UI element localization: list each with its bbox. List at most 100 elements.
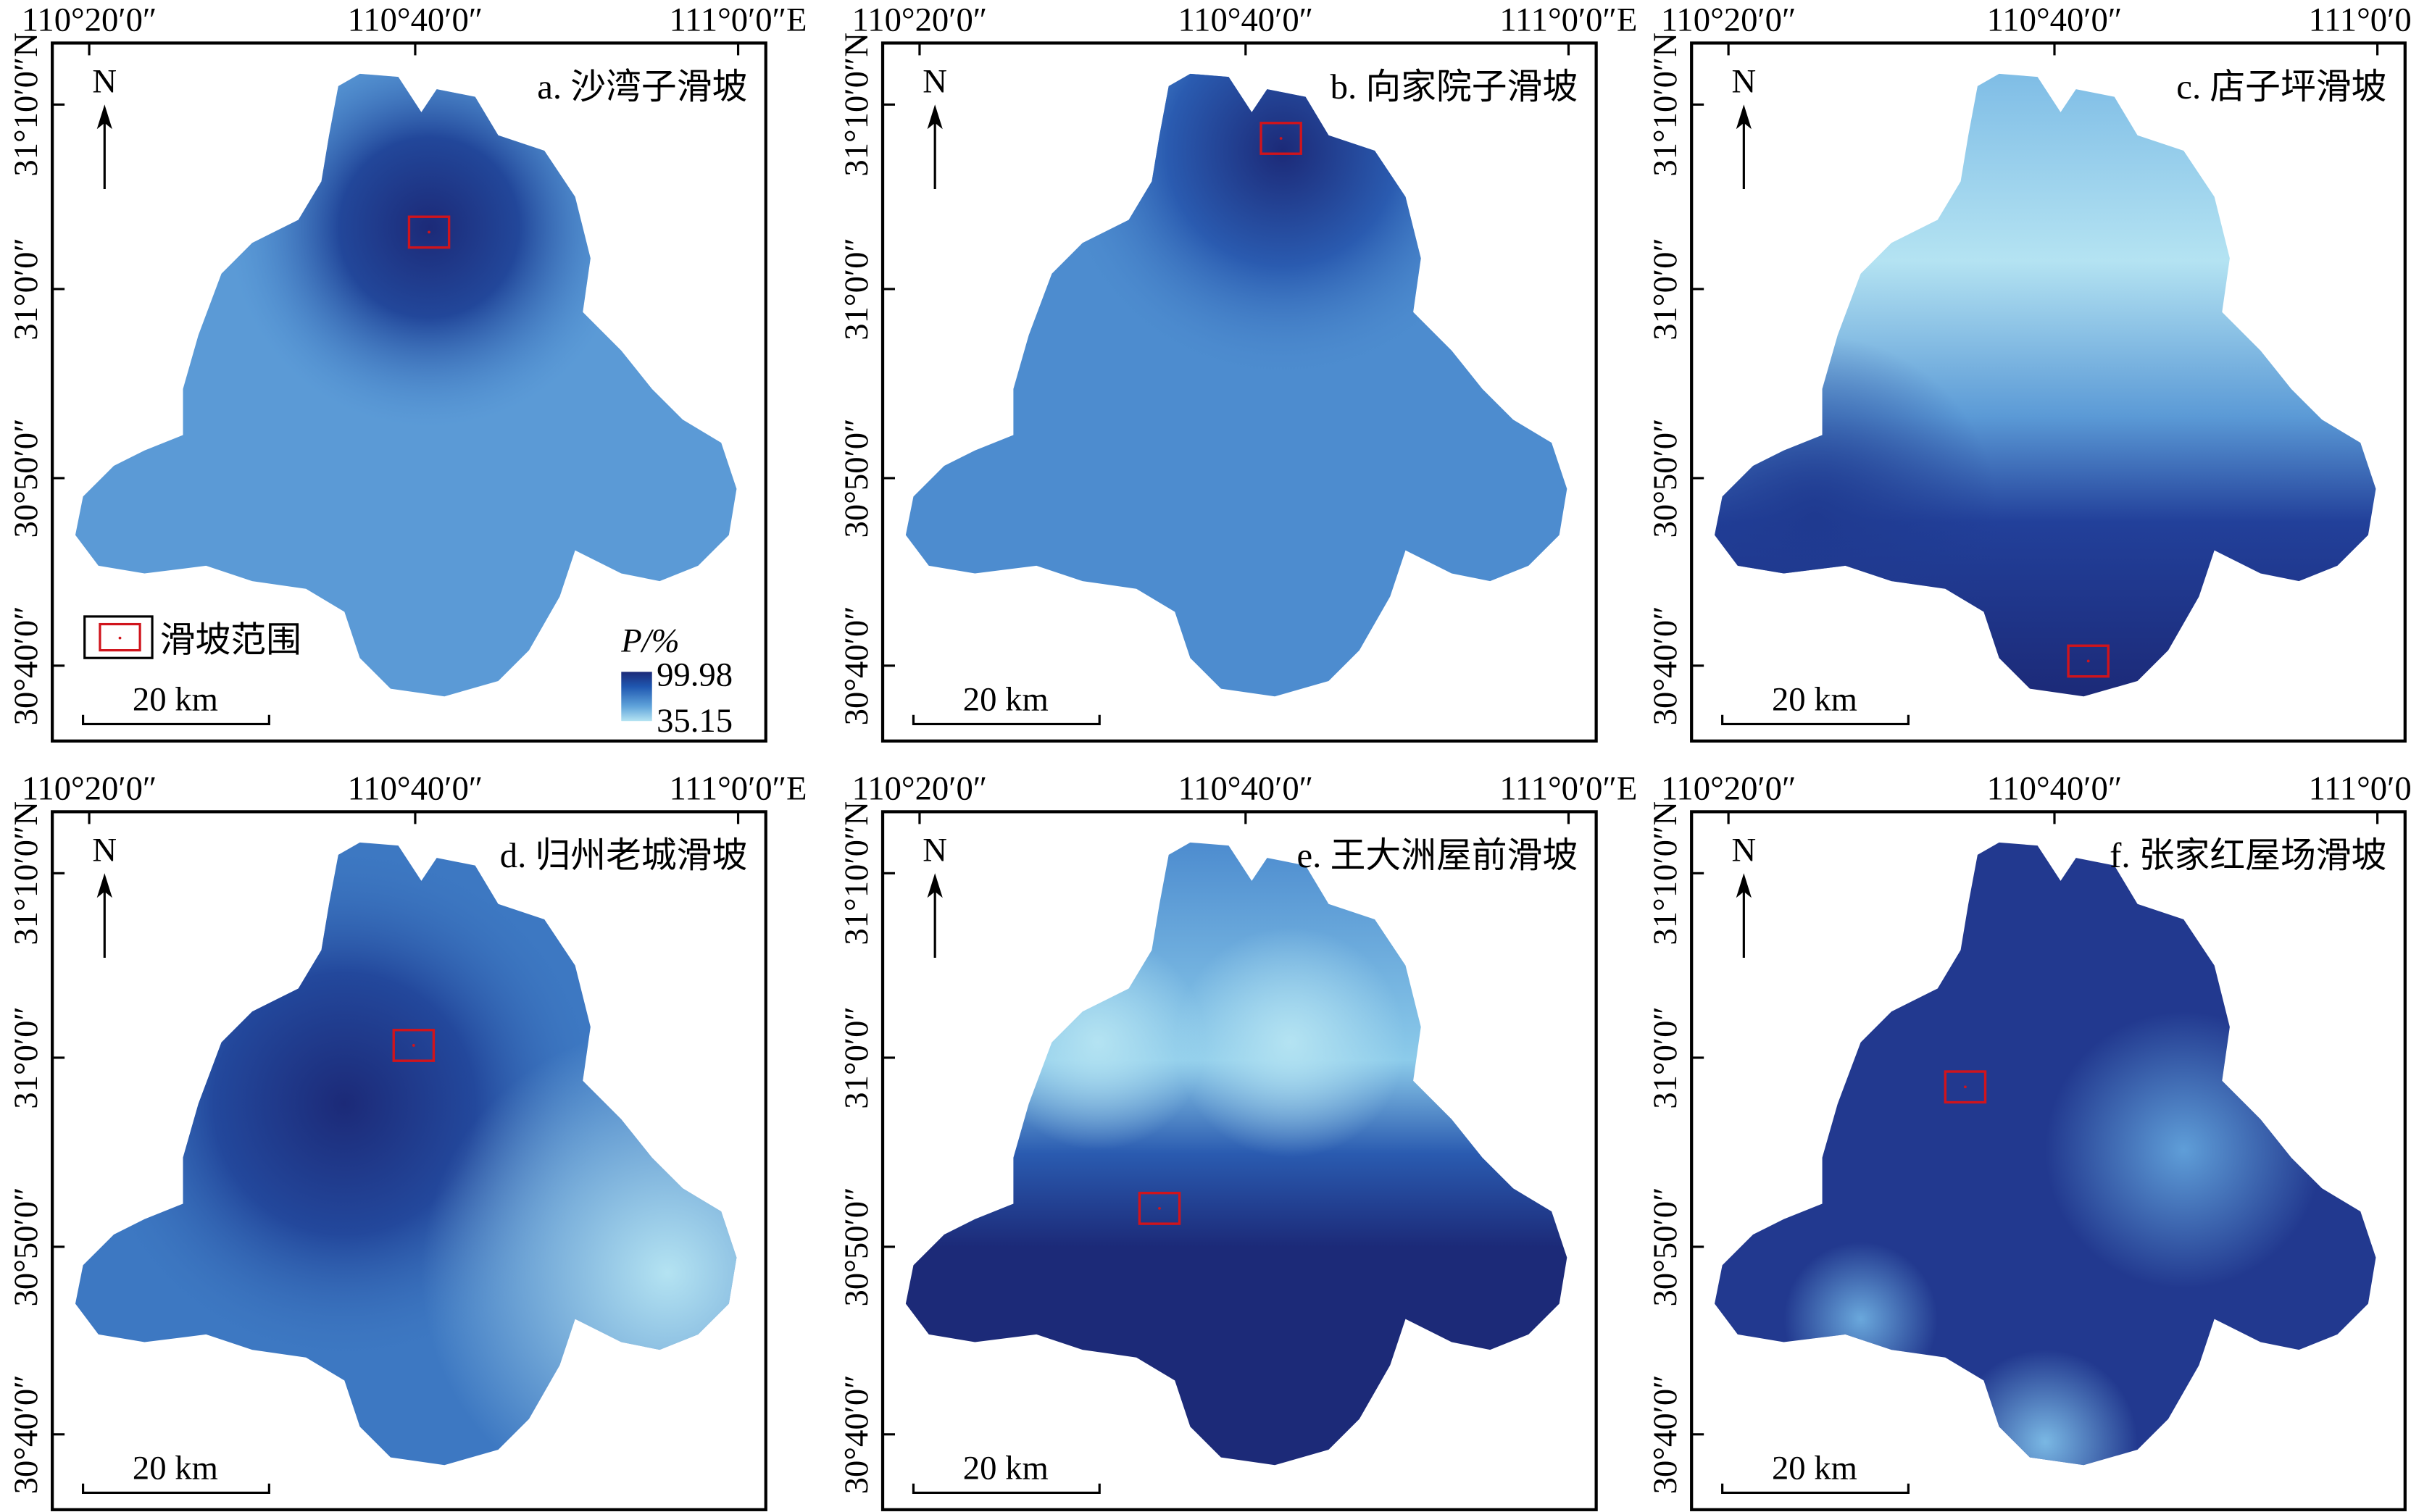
landslide-extent-box [2067,644,2110,678]
north-label: N [92,831,117,869]
probability-gradient [905,842,1567,1466]
legend-swatch-frame [83,615,154,659]
panel-title: e. 王大洲屋前滑坡 [1297,836,1578,875]
map-panel-e: 110°20′0″ 110°40′0″ 111°0′0″E 31°10′0″N 31°0… [838,769,1637,1511]
map-panel-f: 110°20′0″ 110°40′0″ 111°0′0″E 31°10′0″N 31°0… [1646,769,2411,1511]
longitude-label: 110°40′0″ [1178,1,1314,38]
north-arrowhead-icon [927,104,943,130]
map-panel-d: 110°20′0″ 110°40′0″ 111°0′0″E 31°10′0″N 31°0… [7,769,807,1511]
latitude-label: 30°50′0″ [1646,418,1684,538]
landslide-extent-box [1259,122,1302,155]
longitude-label: 111°0′0″E [2309,1,2411,38]
latitude-label: 31°10′0″N [838,33,875,177]
scale-bar-label: 20 km [133,680,218,718]
latitude-label: 31°0′0″ [1646,238,1684,341]
probability-gradient [75,842,737,1466]
panel-title: b. 向家院子滑坡 [1331,67,1578,106]
longitude-label: 110°20′0″ [852,1,988,38]
longitude-label: 111°0′0″E [670,1,807,38]
longitude-label: 110°40′0″ [1178,769,1314,807]
north-arrowhead-icon [1736,104,1752,130]
north-label: N [923,62,947,100]
latitude-label: 31°0′0″ [1646,1006,1684,1109]
landslide-point [1158,1206,1161,1210]
north-arrowhead-icon [1736,873,1752,898]
latitude-label: 30°50′0″ [7,418,45,538]
landslide-extent-box [392,1029,436,1062]
latitude-label: 31°10′0″N [838,801,875,945]
map-panel-b: 110°20′0″ 110°40′0″ 111°0′0″E 31°10′0″N 31°0… [838,1,1637,743]
landslide-point [1279,137,1283,140]
probability-gradient [905,73,1567,697]
map-panel-a: 110°20′0″ 110°40′0″ 111°0′0″E 31°10′0″N 31°0… [7,1,807,743]
latitude-label: 30°50′0″ [838,418,875,538]
latitude-label: 30°40′0″ [7,606,45,725]
latitude-label: 31°0′0″ [7,238,45,341]
latitude-label: 30°50′0″ [7,1187,45,1306]
latitude-label: 31°0′0″ [7,1006,45,1109]
landslide-point [412,1044,415,1047]
longitude-label: 110°40′0″ [1987,1,2123,38]
legend-landslide-point [118,636,122,640]
north-label: N [1731,62,1756,100]
panel-title: a. 沙湾子滑坡 [537,67,747,106]
panel-title: d. 归州老城滑坡 [500,836,748,875]
colorbar-min: 35.15 [657,702,733,740]
latitude-label: 30°40′0″ [1646,606,1684,725]
landslide-point [428,230,430,234]
latitude-label: 31°10′0″N [7,801,45,945]
longitude-label: 111°0′0″E [1499,1,1637,38]
landslide-point [2086,659,2090,663]
probability-gradient [1715,842,2376,1466]
scale-bar [1721,714,1910,726]
longitude-label: 110°40′0″ [348,769,483,807]
longitude-label: 111°0′0″E [1499,769,1637,807]
north-arrowhead-icon [96,873,112,898]
panel-title: f. 张家红屋场滑坡 [2110,836,2386,875]
scale-bar [81,1483,270,1495]
map-frame [51,810,767,1511]
longitude-label: 111°0′0″E [2309,769,2411,807]
north-label: N [923,831,947,869]
legend-landslide-box-icon [99,622,141,652]
latitude-label: 31°10′0″N [1646,33,1684,177]
north-label: N [92,62,117,100]
latitude-label: 30°40′0″ [1646,1374,1684,1494]
scale-bar [912,714,1101,726]
scale-bar [81,714,270,726]
map-frame [880,810,1598,1511]
map-frame [1690,41,2407,743]
longitude-label: 111°0′0″E [670,769,807,807]
scale-bar-label: 20 km [963,1449,1049,1487]
latitude-label: 31°0′0″ [838,238,875,341]
panel-title: c. 店子坪滑坡 [2176,67,2386,106]
map-frame [1690,810,2407,1511]
landslide-extent-box [1944,1070,1987,1104]
legend-title: P/% [620,622,679,660]
latitude-label: 31°10′0″N [7,33,45,177]
scale-bar [912,1483,1101,1495]
scale-bar [1721,1483,1910,1495]
latitude-label: 30°50′0″ [1646,1187,1684,1306]
scale-bar-label: 20 km [133,1449,218,1487]
scale-bar-label: 20 km [1772,680,1857,718]
colorbar-max: 99.98 [657,656,733,693]
landslide-extent-box [1138,1191,1181,1225]
latitude-label: 30°40′0″ [838,606,875,725]
map-frame [880,41,1598,743]
landslide-point [1964,1085,1967,1089]
map-frame [51,41,767,743]
longitude-label: 110°40′0″ [348,1,483,38]
latitude-label: 30°50′0″ [838,1187,875,1306]
north-label: N [1731,831,1756,869]
latitude-label: 30°40′0″ [838,1374,875,1494]
north-arrowhead-icon [96,104,112,130]
north-arrowhead-icon [927,873,943,898]
probability-gradient [1715,73,2376,697]
latitude-label: 31°10′0″N [1646,801,1684,945]
longitude-label: 110°20′0″ [1661,769,1796,807]
longitude-label: 110°40′0″ [1987,769,2123,807]
longitude-label: 110°20′0″ [22,769,157,807]
legend-landslide-label: 滑坡范围 [160,621,301,660]
